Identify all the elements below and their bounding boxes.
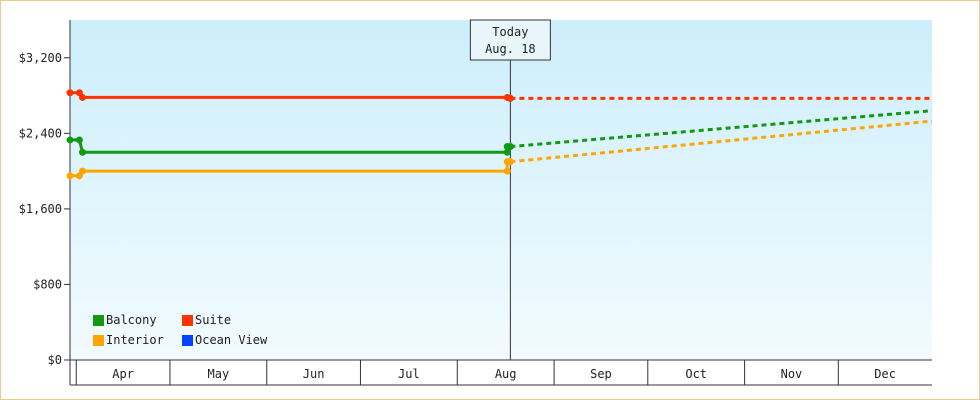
legend-label: Balcony — [106, 313, 157, 327]
today-marker: Today Aug. 18 — [469, 19, 551, 360]
x-tick-label: Apr — [112, 367, 134, 381]
x-tick-label: Nov — [781, 367, 803, 381]
interior-point — [506, 158, 514, 166]
series-layer — [66, 89, 933, 180]
suite-point — [506, 94, 514, 102]
suite-point — [66, 89, 74, 97]
x-tick-label: Jun — [303, 367, 325, 381]
y-tick-label: $0 — [48, 353, 62, 367]
legend: Balcony Suite Interior Ocean View — [93, 313, 268, 347]
y-tick-label: $3,200 — [19, 51, 62, 65]
balcony-point — [75, 136, 83, 144]
x-tick-label: Jul — [398, 367, 420, 381]
legend-swatch — [182, 315, 193, 326]
interior-projection-line — [510, 119, 933, 164]
y-tick-label: $1,600 — [19, 202, 62, 216]
today-callout-date: Aug. 18 — [485, 42, 536, 56]
x-tick-label: Aug — [495, 367, 517, 381]
interior-point — [503, 167, 511, 175]
interior-point — [78, 167, 86, 175]
balcony-point — [78, 148, 86, 156]
interior-point — [66, 172, 74, 180]
suite-point — [78, 93, 86, 101]
y-tick-label: $2,400 — [19, 126, 62, 140]
legend-label: Ocean View — [195, 333, 268, 347]
balcony-point — [506, 143, 514, 151]
legend-swatch — [93, 315, 104, 326]
x-tick-label: May — [208, 367, 230, 381]
x-tick-label: Sep — [590, 367, 612, 381]
x-tick-label: Dec — [874, 367, 896, 381]
today-callout-label: Today — [492, 25, 528, 39]
y-axis: $0 $800 $1,600 $2,400 $3,200 — [19, 20, 71, 385]
balcony-point — [66, 136, 74, 144]
balcony-point — [503, 148, 511, 156]
y-tick-label: $800 — [33, 277, 62, 291]
x-tick-label: Oct — [685, 367, 707, 381]
today-callout-box — [469, 19, 551, 61]
legend-label: Interior — [106, 333, 164, 347]
legend-swatch — [182, 335, 193, 346]
x-axis: Apr May Jun Jul Aug Sep Oct Nov Dec — [70, 359, 932, 386]
legend-swatch — [93, 335, 104, 346]
balcony-projection-line — [510, 109, 933, 149]
plot-area — [70, 20, 932, 360]
legend-label: Suite — [195, 313, 231, 327]
